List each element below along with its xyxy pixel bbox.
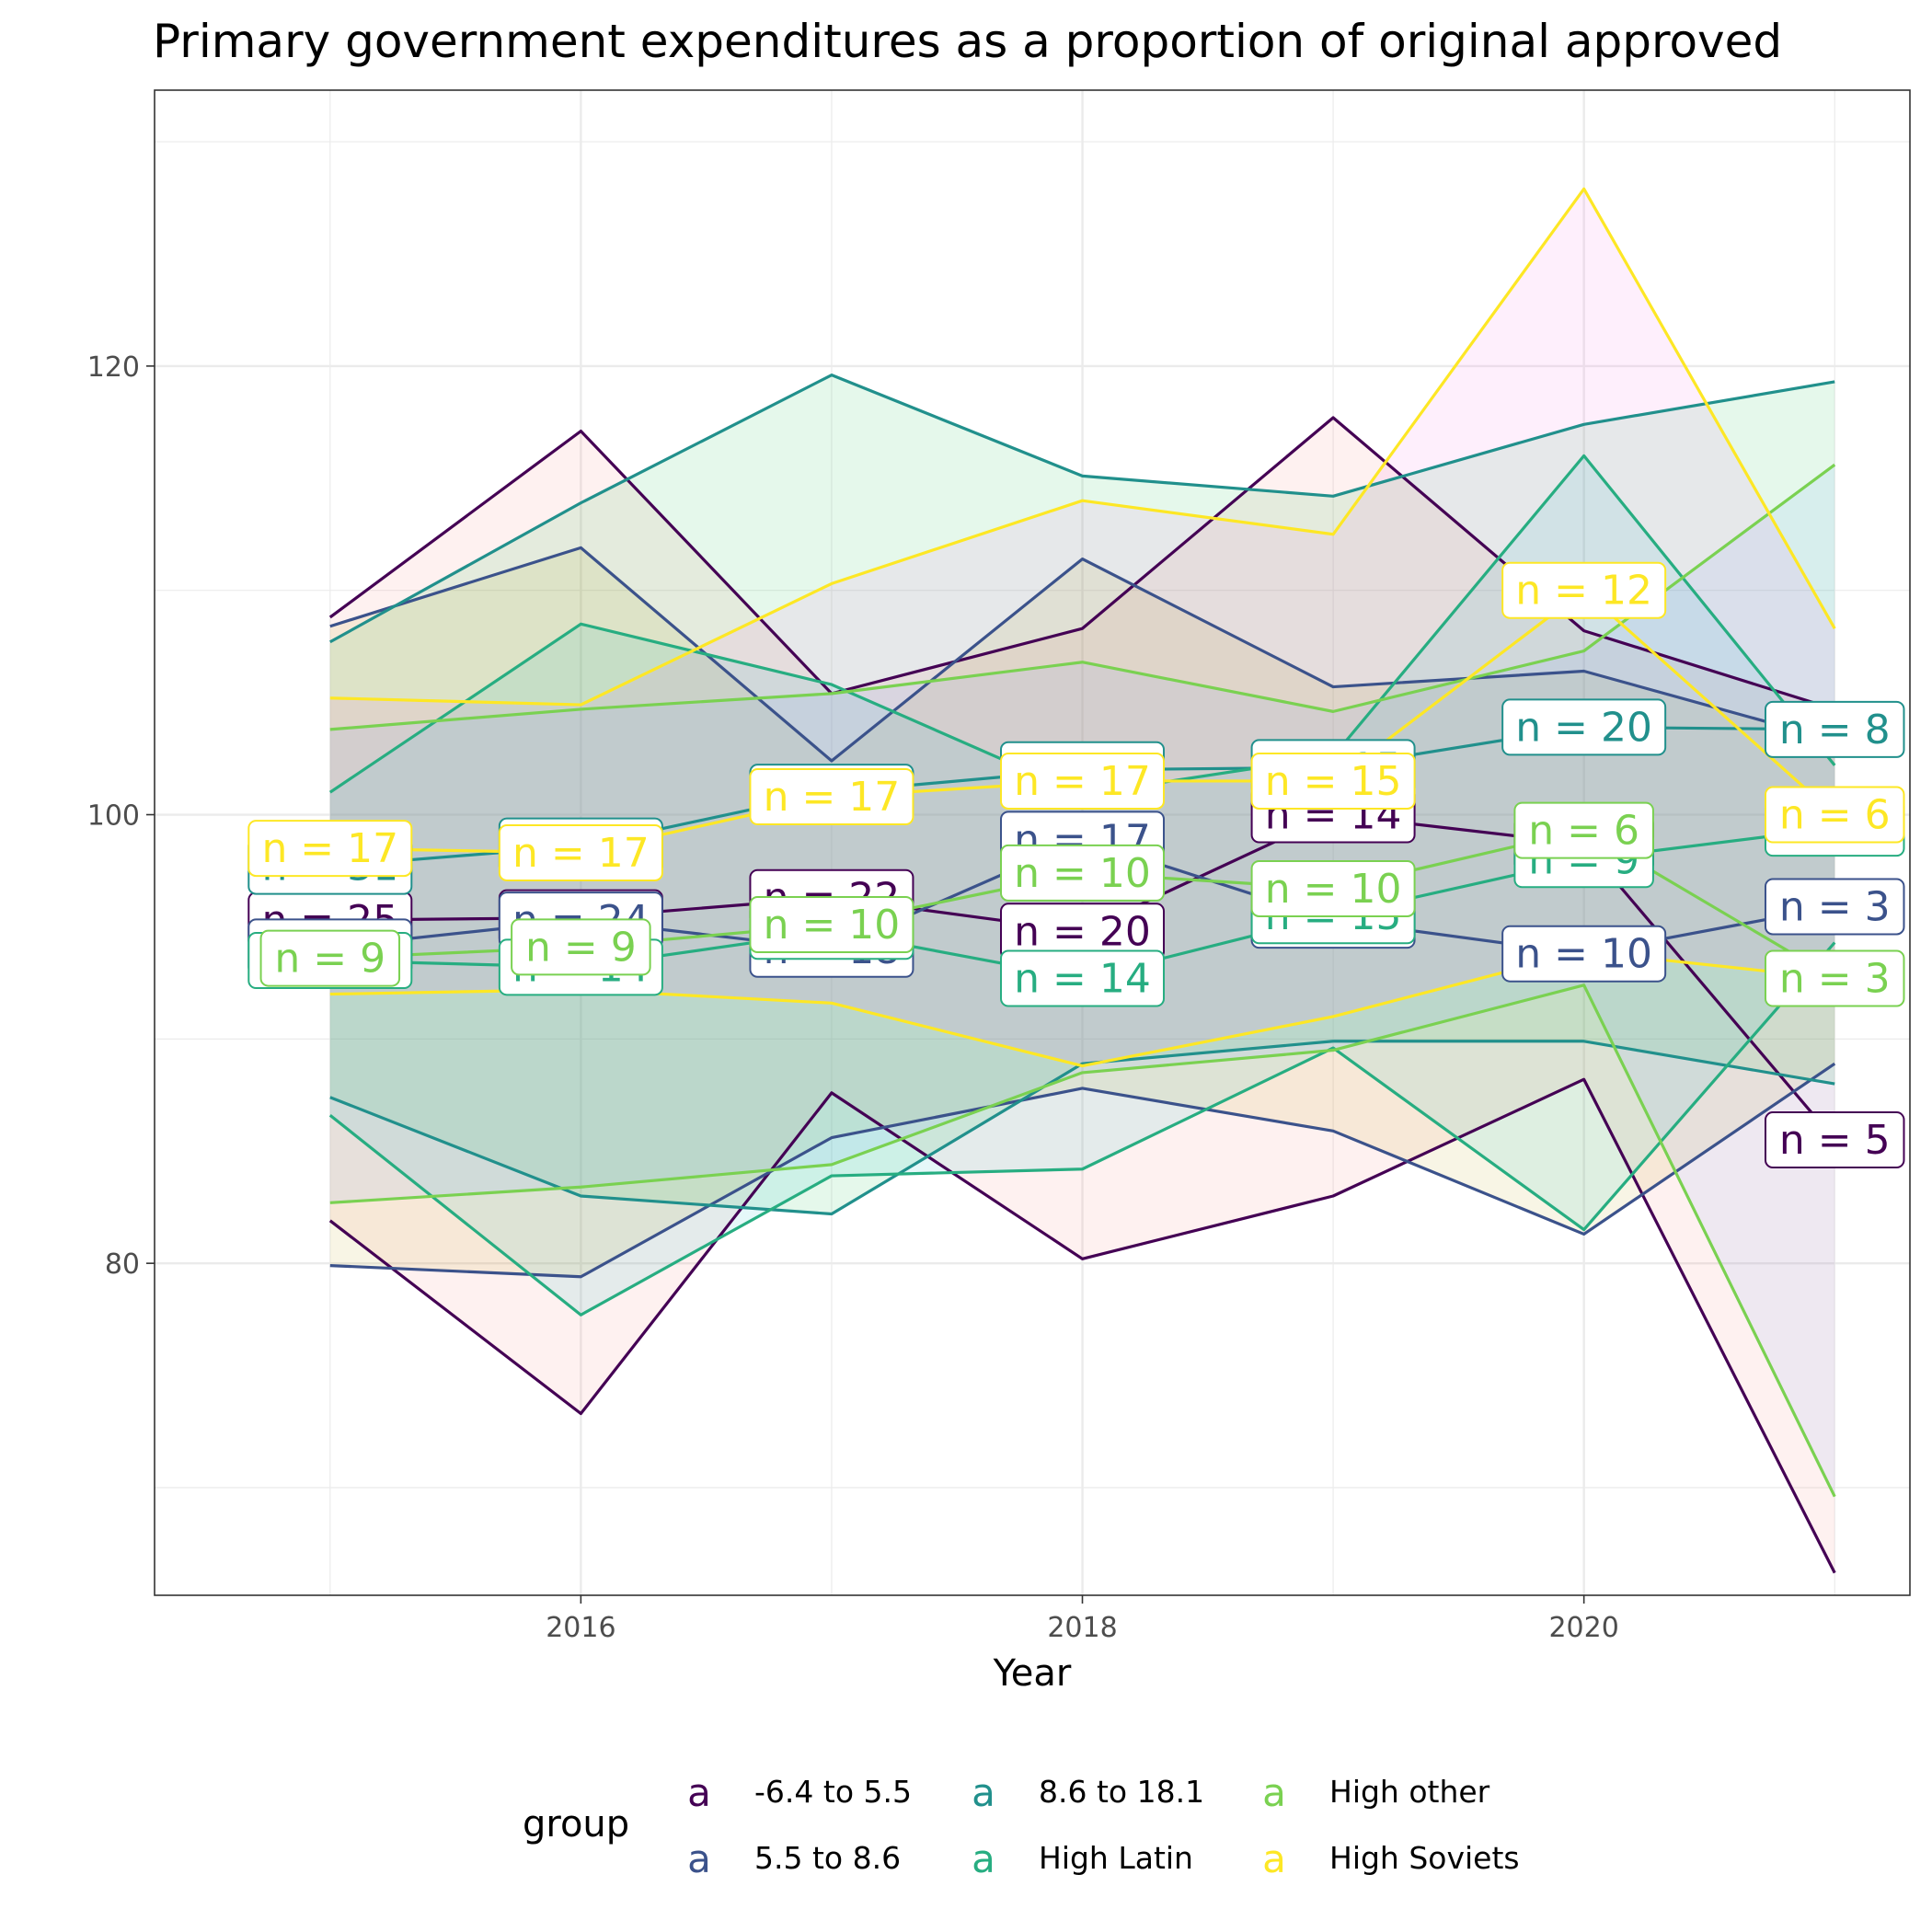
- n-label-box: [247, 820, 413, 878]
- legend-label: High Soviets: [1329, 1840, 1520, 1876]
- n-label: n = 3: [1764, 878, 1905, 936]
- legend-key: a: [1262, 1770, 1286, 1815]
- y-tick-label: 80: [105, 1248, 140, 1281]
- n-label-box: [1000, 844, 1166, 902]
- n-label-text: n = 10: [1014, 850, 1151, 897]
- n-label: n = 5: [1764, 1111, 1905, 1169]
- legend-key: a: [1262, 1836, 1286, 1881]
- x-tick-label: 2020: [1548, 1612, 1618, 1644]
- legend-key: a: [972, 1836, 995, 1881]
- x-axis-ticks: 2016 2018 2020: [546, 1595, 1619, 1644]
- n-label-text: n = 10: [764, 902, 901, 949]
- series-line: [329, 1040, 1835, 1216]
- n-label-box: [749, 895, 914, 953]
- n-label: n = 10: [1501, 925, 1667, 983]
- n-label: n = 20: [1501, 698, 1667, 756]
- n-label-text: n = 20: [1014, 908, 1151, 955]
- n-label-box: [498, 823, 663, 881]
- x-tick-label: 2018: [1047, 1612, 1117, 1644]
- legend: group a -6.4 to 5.5 a 5.5 to 8.6 a 8.6 to 18.…: [523, 1770, 1520, 1881]
- n-label-box: [1501, 925, 1667, 983]
- n-label-text: n = 8: [1779, 707, 1891, 753]
- series-line: [329, 1062, 1836, 1279]
- n-label-box: [1764, 878, 1905, 936]
- n-label-box: [1513, 801, 1654, 859]
- n-label: n = 8: [1764, 700, 1905, 758]
- n-label-text: n = 12: [1515, 568, 1652, 615]
- n-label-text: n = 6: [1528, 808, 1639, 855]
- y-tick-label: 100: [87, 800, 140, 833]
- y-axis-ticks: 80 100 120: [87, 351, 155, 1281]
- n-label-text: n = 15: [1265, 758, 1402, 805]
- n-label: n = 15: [1250, 752, 1416, 810]
- n-label: n = 10: [1250, 859, 1416, 917]
- n-label-text: n = 5: [1779, 1117, 1891, 1164]
- n-label-box: [1764, 1111, 1905, 1169]
- n-label-box: [1764, 949, 1905, 1007]
- n-label-text: n = 17: [512, 830, 650, 877]
- n-label: n = 9: [511, 918, 651, 976]
- n-label-text: n = 3: [1779, 883, 1891, 930]
- n-label-text: n = 9: [274, 936, 385, 983]
- series-line: [328, 941, 1836, 1317]
- x-axis-title: Year: [993, 1652, 1072, 1695]
- series-line: [329, 187, 1836, 707]
- n-label-box: [1764, 700, 1905, 758]
- n-label: n = 3: [1764, 949, 1905, 1007]
- n-label-text: n = 3: [1779, 956, 1891, 1003]
- n-label-text: n = 10: [1265, 866, 1402, 913]
- y-tick-label: 120: [87, 351, 140, 384]
- n-label-text: n = 6: [1779, 792, 1891, 839]
- legend-label: -6.4 to 5.5: [754, 1774, 912, 1810]
- n-label-box: [511, 918, 651, 976]
- n-label-box: [259, 929, 401, 987]
- chart-title: Primary government expenditures as a pro…: [153, 15, 1782, 68]
- legend-label: 5.5 to 8.6: [754, 1840, 901, 1876]
- n-label-box: [1250, 859, 1416, 917]
- n-label-box: [1250, 752, 1416, 810]
- n-label: n = 17: [498, 823, 663, 881]
- n-label: n = 17: [247, 820, 413, 878]
- n-label-text: n = 9: [525, 924, 637, 971]
- n-label-text: n = 20: [1515, 704, 1652, 751]
- legend-label: High Latin: [1039, 1840, 1193, 1876]
- legend-title: group: [523, 1803, 629, 1846]
- n-label-box: [1501, 561, 1667, 619]
- series-line: [329, 463, 1836, 731]
- n-label-text: n = 17: [1014, 758, 1151, 805]
- n-label-box: [1000, 949, 1166, 1007]
- n-label-text: n = 17: [261, 825, 398, 872]
- legend-key: a: [972, 1770, 995, 1815]
- n-label: n = 10: [1000, 844, 1166, 902]
- panel-border: [154, 89, 1911, 1596]
- n-label: n = 6: [1513, 801, 1654, 859]
- n-label-box: [1000, 752, 1166, 810]
- n-label-box: [1764, 786, 1905, 844]
- n-label: n = 14: [1000, 949, 1166, 1007]
- n-label-text: n = 10: [1515, 931, 1652, 978]
- series-line: [328, 1077, 1836, 1574]
- series-line: [329, 374, 1835, 644]
- n-label: n = 20: [1000, 903, 1166, 960]
- n-labels: n = 25n = 24n = 22n = 20n = 14n = 9n = 5…: [247, 561, 1905, 1169]
- legend-label: 8.6 to 18.1: [1039, 1774, 1204, 1810]
- n-label: n = 17: [1000, 752, 1166, 810]
- legend-label: High other: [1329, 1774, 1490, 1810]
- n-label-text: n = 17: [764, 774, 901, 821]
- series-line: [329, 983, 1836, 1498]
- series-line: [328, 416, 1835, 711]
- series-line: [329, 546, 1835, 763]
- n-label: n = 17: [749, 768, 914, 826]
- x-tick-label: 2016: [546, 1612, 615, 1644]
- n-label-box: [1501, 698, 1667, 756]
- n-label-box: [749, 768, 914, 826]
- n-label: n = 10: [749, 895, 914, 953]
- n-label: n = 9: [259, 929, 401, 987]
- n-label: n = 6: [1764, 786, 1905, 844]
- n-label-text: n = 14: [1014, 956, 1151, 1003]
- legend-key: a: [687, 1836, 711, 1881]
- n-label: n = 12: [1501, 561, 1667, 619]
- legend-key: a: [687, 1770, 711, 1815]
